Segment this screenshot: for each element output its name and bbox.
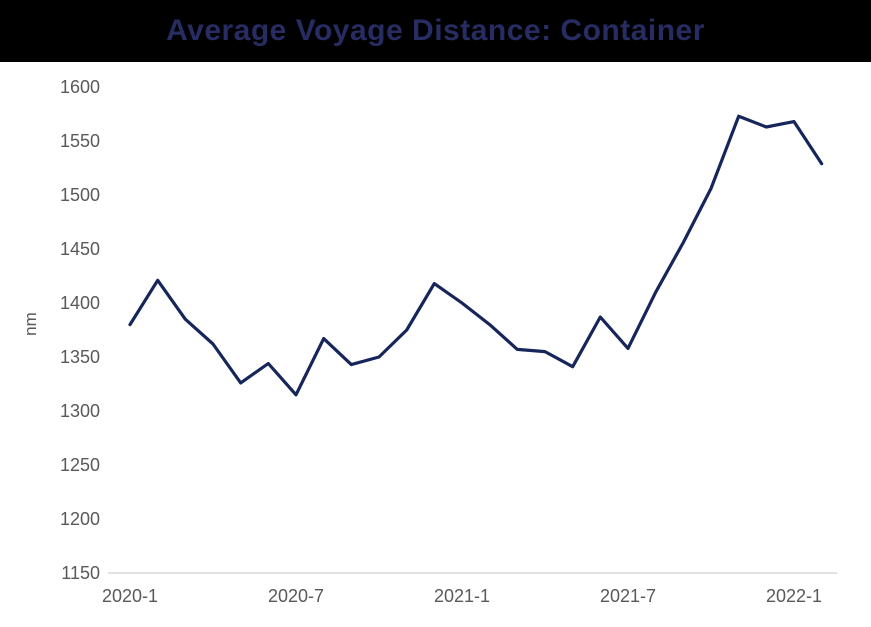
chart-title: Average Voyage Distance: Container: [166, 14, 705, 47]
y-tick-label: 1200: [60, 509, 100, 529]
y-tick-label: 1300: [60, 401, 100, 421]
x-tick-label: 2021-1: [434, 586, 490, 606]
y-tick-label: 1250: [60, 455, 100, 475]
line-chart: 1600 1550 1500 1450 1400 1350 1300 1250 1200 1150…: [21, 77, 837, 606]
x-tick-label: 2022-1: [766, 586, 822, 606]
y-tick-label: 1400: [60, 293, 100, 313]
x-tick-label: 2021-7: [600, 586, 656, 606]
y-tick-label: 1150: [61, 563, 100, 583]
chart-title-band: Average Voyage Distance: Container: [0, 0, 871, 62]
series-line: [128, 114, 824, 397]
y-tick-label: 1450: [60, 239, 100, 259]
y-tick-label: 1600: [60, 77, 100, 97]
y-tick-label: 1500: [60, 185, 100, 205]
plot-area: 1600 1550 1500 1450 1400 1350 1300 1250 1200 1150…: [0, 62, 871, 627]
y-axis-title: nm: [21, 312, 40, 336]
x-tick-label: 2020-7: [268, 586, 324, 606]
y-tick-label: 1550: [60, 131, 100, 151]
x-tick-label: 2020-1: [102, 586, 158, 606]
y-tick-label: 1350: [60, 347, 100, 367]
